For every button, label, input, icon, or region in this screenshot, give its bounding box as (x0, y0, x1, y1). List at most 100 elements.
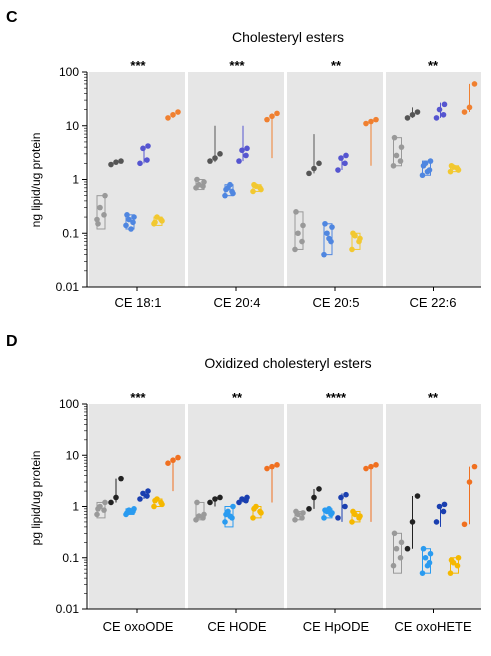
data-point (196, 513, 202, 519)
data-point (258, 186, 264, 193)
category-label: CE oxoODE (103, 619, 174, 634)
data-point (118, 158, 124, 164)
data-point (227, 513, 233, 519)
data-point (306, 170, 312, 177)
data-point (239, 496, 245, 502)
data-point (300, 510, 306, 516)
data-point (230, 503, 236, 510)
data-point (436, 106, 443, 113)
data-point (137, 160, 143, 167)
data-point (466, 104, 473, 111)
data-point (342, 503, 348, 510)
data-point (269, 463, 275, 470)
significance-label: *** (229, 58, 245, 73)
data-point (269, 113, 275, 120)
data-point (94, 511, 100, 518)
data-point (123, 222, 129, 229)
significance-label: ** (331, 58, 342, 73)
category-label: CE HODE (207, 619, 267, 634)
data-point (244, 145, 250, 152)
significance-label: ** (428, 58, 439, 73)
data-point (397, 158, 404, 164)
data-point (207, 499, 213, 506)
significance-label: *** (130, 58, 146, 73)
data-point (363, 120, 369, 127)
category-background (89, 404, 185, 609)
data-point (140, 490, 146, 497)
data-point (322, 220, 328, 227)
data-point (335, 515, 341, 521)
significance-label: ** (428, 390, 439, 405)
data-point (471, 81, 478, 87)
y-tick-label: 0.01 (56, 602, 80, 616)
data-point (299, 515, 305, 521)
category-label: CE oxoHETE (394, 619, 472, 634)
data-point (264, 465, 270, 472)
data-point (258, 510, 264, 516)
data-point (420, 545, 427, 552)
category-label: CE 22:6 (410, 295, 457, 310)
data-point (113, 494, 119, 501)
category-background (188, 404, 284, 609)
data-point (159, 501, 165, 508)
data-point (427, 158, 434, 164)
data-point (108, 499, 114, 506)
data-point (151, 503, 157, 510)
data-point (427, 550, 434, 557)
data-point (448, 162, 455, 169)
panel-d: D Oxidized cholesteryl esters pg lipid/u… (6, 333, 481, 634)
data-point (466, 479, 473, 485)
data-point (436, 503, 443, 510)
data-point (124, 212, 130, 218)
data-point (393, 545, 400, 552)
data-point (223, 186, 229, 193)
data-point (350, 508, 356, 515)
data-point (404, 115, 411, 121)
data-point (419, 570, 426, 576)
data-point (326, 506, 332, 512)
data-point (391, 134, 398, 141)
data-point (159, 218, 165, 224)
panel-letter: D (6, 333, 18, 350)
data-point (329, 224, 335, 230)
data-point (349, 519, 355, 525)
data-point (243, 152, 249, 159)
range-box (294, 211, 304, 250)
data-point (217, 151, 223, 157)
data-point (448, 557, 455, 563)
data-point (175, 454, 181, 461)
data-point (165, 460, 171, 466)
data-point (118, 475, 124, 482)
data-point (326, 235, 332, 242)
y-tick-label: 1 (72, 500, 79, 514)
data-point (227, 181, 233, 188)
data-point (349, 246, 355, 253)
data-point (397, 554, 404, 561)
plot-background (89, 72, 481, 287)
data-point (144, 493, 150, 499)
data-point (441, 101, 448, 108)
data-point (447, 168, 454, 175)
data-point (350, 230, 356, 237)
y-tick-label: 100 (59, 397, 79, 411)
data-point (193, 517, 199, 523)
data-point (471, 463, 478, 470)
range-box (393, 137, 402, 167)
chart-title: Oxidized cholesteryl esters (204, 355, 371, 371)
data-point (368, 118, 374, 125)
data-point (335, 167, 341, 173)
data-point (95, 220, 101, 227)
data-point (440, 111, 447, 118)
data-point (201, 511, 207, 518)
data-point (338, 494, 344, 501)
data-point (398, 539, 405, 546)
data-point (145, 143, 151, 149)
data-point (441, 501, 448, 508)
data-point (343, 152, 349, 159)
data-point (274, 462, 280, 468)
data-point (404, 545, 411, 552)
data-point (128, 508, 134, 515)
panel-c: C Cholesteryl esters ng lipid/ug protein… (6, 9, 481, 310)
data-point (131, 214, 137, 220)
data-point (126, 216, 132, 223)
